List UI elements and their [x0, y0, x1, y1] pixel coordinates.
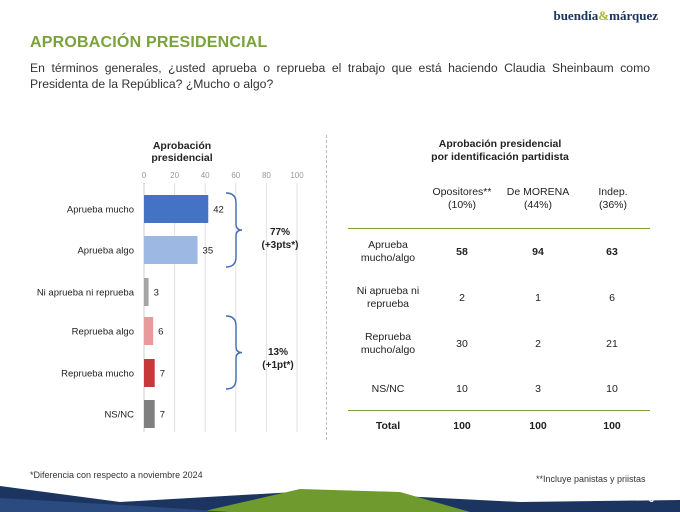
footer-green-shape: [200, 489, 470, 512]
table-row-label: Aprueba mucho/algo: [348, 239, 428, 265]
table-cell: 6: [609, 292, 615, 304]
x-tick-label: 0: [142, 171, 147, 180]
row-label-line2: mucho/algo: [360, 252, 416, 264]
group-bracket: [225, 192, 243, 268]
table-cell: 2: [535, 338, 541, 350]
x-tick-label: 80: [262, 171, 271, 180]
disapprove-total-label: 13% (+1pt*): [254, 346, 302, 372]
category-label: Aprueba mucho: [67, 205, 134, 216]
row-label-line2: mucho/algo: [360, 344, 416, 356]
row-label-line1: NS/NC: [371, 383, 405, 395]
table-cell: 63: [606, 246, 618, 258]
column-share: (10%): [447, 199, 476, 211]
company-logo: buendía&márquez: [553, 8, 658, 24]
table-row-label: NS/NC: [348, 383, 428, 396]
page-number: 3: [648, 494, 654, 504]
section-divider: [326, 135, 327, 440]
column-share: (44%): [523, 199, 552, 211]
row-label-line1: Ni aprueba ni: [356, 285, 420, 297]
bar: [144, 195, 209, 223]
value-label: 6: [158, 327, 163, 338]
category-label: Ni aprueba ni reprueba: [37, 288, 135, 299]
approve-total-label: 77% (+3pts*): [256, 226, 304, 252]
table-title-line1: Aprobación presidencial: [438, 138, 562, 150]
approve-total-value: 77%: [269, 227, 290, 238]
value-label: 35: [203, 246, 214, 257]
logo-text-b: márquez: [609, 8, 658, 23]
bar: [144, 236, 198, 264]
table-cell-total: 100: [529, 420, 547, 432]
x-tick-label: 100: [290, 171, 304, 180]
column-name: Opositores**: [432, 186, 492, 198]
value-label: 3: [154, 288, 159, 299]
value-label: 7: [160, 369, 165, 380]
page-title: APROBACIÓN PRESIDENCIAL: [30, 34, 268, 51]
bar: [144, 359, 155, 387]
category-label: Reprueba mucho: [61, 369, 134, 380]
value-label: 42: [213, 205, 224, 216]
column-name: De MORENA: [506, 186, 570, 198]
category-label: Reprueba algo: [72, 327, 134, 338]
x-tick-label: 20: [170, 171, 179, 180]
table-title-line2: por identificación partidista: [431, 151, 569, 163]
survey-question: En términos generales, ¿usted aprueba o …: [30, 61, 650, 91]
table-row-label: Ni aprueba ni reprueba: [348, 285, 428, 311]
x-tick-label: 40: [201, 171, 210, 180]
disapprove-total-value: 13%: [267, 347, 288, 358]
table-row-label: Reprueba mucho/algo: [348, 331, 428, 357]
table-cell: 10: [456, 383, 468, 395]
footnote-opositores: **Incluye panistas y priistas: [536, 474, 646, 484]
table-cell: 58: [456, 246, 468, 258]
table-cell: 2: [459, 292, 465, 304]
logo-text-a: buendía: [553, 8, 599, 23]
x-tick-label: 60: [231, 171, 240, 180]
bar: [144, 278, 149, 306]
table-total-rule: [348, 410, 650, 411]
logo-ampersand: &: [598, 8, 610, 23]
table-title: Aprobación presidencial por identificaci…: [380, 138, 620, 164]
value-label: 7: [160, 410, 165, 421]
table-cell-total: 100: [453, 420, 471, 432]
approval-bar-chart: 0 20 40 60 80 100 Aprueba mucho 42 Aprueba algo 3…: [37, 171, 304, 432]
category-label: Aprueba algo: [77, 246, 134, 257]
table-cell: 3: [535, 383, 541, 395]
table-cell: 30: [456, 338, 468, 350]
row-label-line2: reprueba: [366, 298, 410, 310]
group-bracket: [225, 315, 243, 390]
table-top-rule: [348, 228, 650, 229]
table-cell-total: 100: [603, 420, 621, 432]
footnote-difference: *Diferencia con respecto a noviembre 202…: [30, 470, 203, 480]
row-label-line1: Aprueba: [368, 239, 408, 251]
column-header-independientes: Indep. (36%): [573, 186, 653, 212]
bar-chart-title: Aprobación presidencial: [151, 140, 213, 164]
row-label-line1: Reprueba: [364, 331, 412, 343]
column-header-opositores: Opositores** (10%): [422, 186, 502, 212]
column-header-morena: De MORENA (44%): [498, 186, 578, 212]
bar: [144, 400, 155, 428]
table-cell: 1: [535, 292, 541, 304]
footer-left-shape: [0, 498, 230, 512]
category-label: NS/NC: [104, 410, 134, 421]
column-name: Indep.: [598, 186, 628, 198]
footer-band: [0, 486, 680, 512]
table-cell: 10: [606, 383, 618, 395]
table-cell: 21: [606, 338, 618, 350]
disapprove-total-change: (+1pt*): [262, 360, 294, 371]
table-row-label-total: Total: [375, 420, 401, 432]
column-share: (36%): [598, 199, 627, 211]
table-cell: 94: [532, 246, 544, 258]
approve-total-change: (+3pts*): [261, 240, 299, 251]
bar: [144, 317, 154, 345]
